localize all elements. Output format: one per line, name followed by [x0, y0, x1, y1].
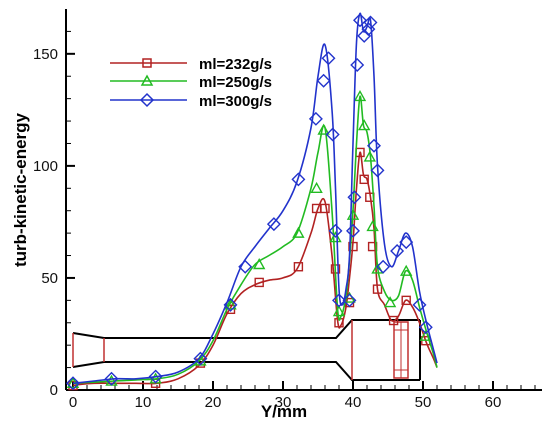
x-tick-label: 50 [415, 394, 432, 411]
plot-frame [65, 9, 542, 391]
data-point-diamond [66, 376, 80, 391]
data-point-square [388, 315, 399, 326]
channel-geometry-sketch [72, 319, 421, 381]
data-point-diamond [148, 369, 163, 384]
legend-label-2: ml=250g/s [199, 74, 272, 91]
legend-item-2: ml=250g/s [110, 74, 272, 91]
legend-triangle-marker [140, 74, 154, 86]
data-point-square [359, 174, 369, 185]
data-point-diamond [325, 127, 340, 142]
data-point-diamond [346, 223, 360, 238]
data-point-diamond [328, 223, 343, 238]
channel-upper-wall [72, 319, 420, 339]
data-point-triangle [292, 226, 305, 238]
data-point-diamond [347, 190, 362, 205]
legend-label-3: ml=300g/s [199, 93, 272, 110]
x-tick-label: 40 [345, 394, 362, 411]
legend: ml=232g/s ml=250g/s ml=300g/s [110, 56, 272, 110]
data-point-square [348, 241, 358, 252]
data-point-square [254, 277, 264, 288]
data-point-diamond [350, 58, 365, 73]
legend-label-1: ml=232g/s [199, 56, 272, 73]
data-point-diamond [342, 293, 357, 308]
legend-item-3: ml=300g/s [110, 92, 272, 110]
data-point-square [401, 295, 411, 306]
data-point-diamond [412, 297, 427, 312]
data-point-diamond [104, 371, 119, 386]
axis-ticks [66, 30, 536, 391]
x-tick-label: 20 [205, 394, 222, 411]
data-point-diamond [316, 73, 331, 88]
data-point-triangle [224, 298, 237, 310]
data-point-diamond [332, 293, 346, 308]
data-point-diamond [418, 320, 433, 335]
data-point-triangle [363, 150, 376, 162]
x-axis-title: Y/mm [261, 402, 307, 421]
y-tick-label: 150 [33, 46, 58, 63]
data-point-diamond [363, 15, 378, 30]
legend-diamond-marker [139, 92, 155, 108]
data-point-triangle [371, 262, 384, 274]
data-point-diamond [390, 244, 405, 259]
data-point-diamond [321, 51, 336, 66]
data-point-diamond [308, 111, 323, 126]
y-axis-title: turb-kinetic-energy [11, 112, 30, 267]
x-tick-label: 60 [485, 394, 502, 411]
legend-square-marker [142, 58, 152, 68]
x-tick-label: 30 [275, 394, 292, 411]
data-point-triangle [329, 231, 342, 243]
axis-tick-labels: 0 10 20 30 40 50 60 0 50 100 150 [33, 46, 501, 411]
data-point-square [293, 262, 304, 272]
data-point-triangle [253, 258, 266, 270]
series-line-3 [72, 12, 438, 385]
data-point-triangle [317, 123, 330, 135]
x-tick-label: 0 [69, 394, 77, 411]
data-point-triangle [400, 264, 413, 276]
data-point-triangle [353, 89, 367, 102]
data-point-diamond [223, 297, 238, 312]
data-point-diamond [193, 351, 208, 366]
legend-item-1: ml=232g/s [110, 56, 272, 73]
data-point-diamond [367, 138, 381, 153]
y-tick-label: 100 [33, 158, 58, 175]
y-tick-label: 0 [50, 382, 58, 399]
series-line-2 [72, 95, 438, 385]
data-point-diamond [291, 172, 306, 187]
data-point-diamond [353, 13, 367, 28]
series-2 [66, 89, 438, 388]
data-point-triangle [366, 219, 379, 232]
data-point-diamond [399, 235, 414, 250]
data-point-square [320, 203, 330, 214]
y-tick-label: 50 [41, 270, 58, 287]
series-1 [68, 147, 438, 391]
data-point-triangle [383, 296, 397, 308]
data-point-diamond [266, 217, 281, 232]
series-line-1 [72, 151, 438, 387]
data-point-diamond [357, 28, 372, 43]
data-point-square [372, 284, 383, 294]
data-point-diamond [370, 163, 385, 178]
x-tick-label: 10 [135, 394, 152, 411]
series-layer [66, 12, 438, 391]
data-point-diamond [376, 259, 391, 274]
data-point-triangle [419, 329, 432, 341]
series-3 [66, 12, 438, 391]
data-point-triangle [310, 181, 323, 193]
data-point-triangle [332, 305, 346, 317]
data-point-diamond [238, 259, 253, 274]
data-point-triangle [358, 119, 371, 131]
channel-lower-wall [72, 361, 420, 381]
